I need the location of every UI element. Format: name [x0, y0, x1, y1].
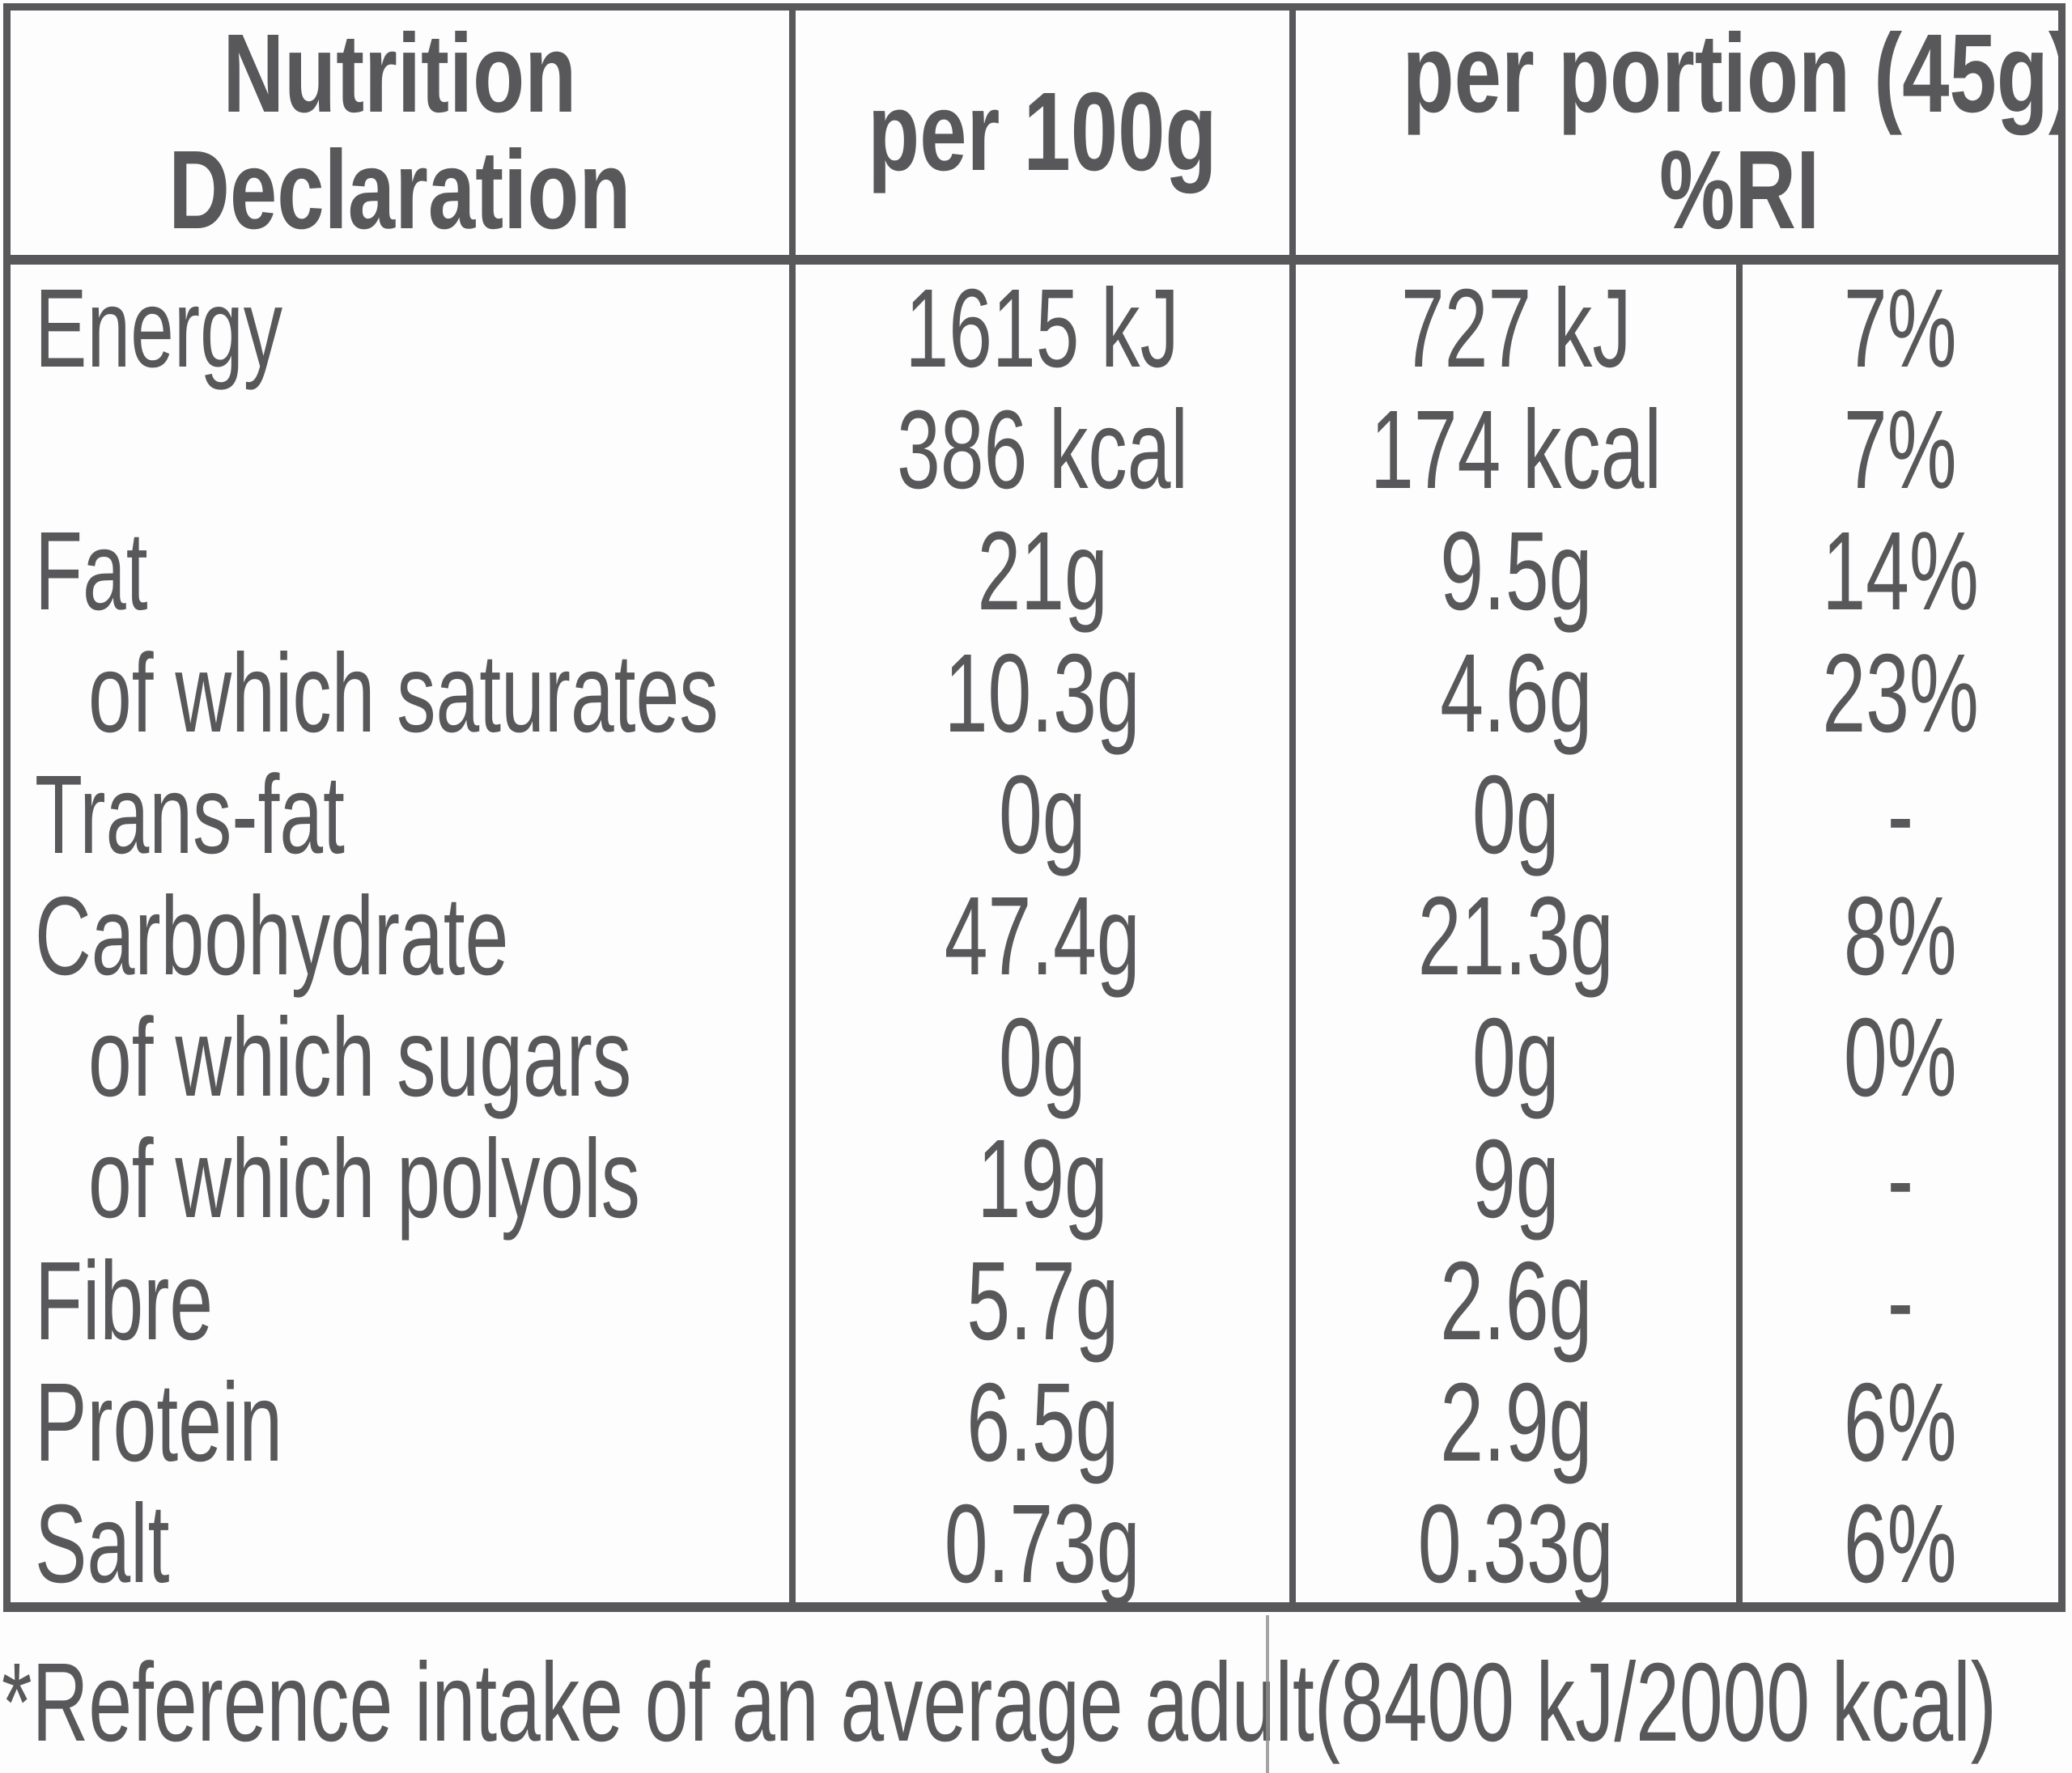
per-100g-value-cell: 386 kcal	[789, 386, 1289, 515]
per-100g-value-cell: 0.73g	[789, 1479, 1289, 1602]
header-per-portion-ri-text: per portion (45g) %RI	[1402, 11, 2066, 252]
nutrient-label-cell: Fat	[35, 509, 148, 634]
table-row: of which saturates 10.3g 4.6g 23%	[11, 629, 2058, 758]
per-100g-value-cell: 10.3g	[789, 629, 1289, 758]
nutrient-label-cell	[11, 386, 789, 515]
nutrient-label-cell: Carbohydrate	[35, 873, 509, 999]
header-per-portion-ri: per portion (45g) %RI	[1289, 11, 2066, 255]
ri-percent-cell: 0%	[1736, 994, 2058, 1123]
ri-percent-cell: 23%	[1736, 629, 2058, 758]
header-nutrition-declaration: Nutrition Declaration	[11, 11, 789, 255]
nutrient-label-cell: Energy	[35, 266, 283, 391]
per-portion-value-cell: 2.9g	[1289, 1358, 1736, 1487]
per-portion-value-cell: 21.3g	[1289, 872, 1736, 1001]
table-row: of which sugars 0g 0g 0%	[11, 994, 2058, 1123]
per-portion-value-cell: 4.6g	[1289, 629, 1736, 758]
nutrient-label-cell: of which polyols	[88, 1117, 640, 1242]
per-portion-value-cell: 2.6g	[1289, 1236, 1736, 1366]
table-row: Trans-fat 0g 0g -	[11, 750, 2058, 880]
per-100g-value-cell: 47.4g	[789, 872, 1289, 1001]
ri-percent-cell: 7%	[1736, 386, 2058, 515]
table-body: Energy 1615 kJ 727 kJ 7% 386 kcal 174 kc…	[11, 265, 2058, 1602]
per-portion-value-cell: 9g	[1289, 1115, 1736, 1245]
table-row: 386 kcal 174 kcal 7%	[11, 386, 2058, 515]
ri-percent-cell: 8%	[1736, 872, 2058, 1001]
per-100g-value-cell: 0g	[789, 750, 1289, 880]
table-row: Protein 6.5g 2.9g 6%	[11, 1358, 2058, 1487]
per-100g-value-cell: 0g	[789, 994, 1289, 1123]
nutrient-label-cell: Trans-fat	[35, 752, 345, 877]
nutrient-label-cell: of which sugars	[88, 995, 632, 1121]
reference-intake-footnote-text: *Reference intake of an average adult(84…	[2, 1640, 1997, 1765]
scan-crease-line	[1266, 1615, 1269, 1773]
header-nutrition-declaration-text: Nutrition Declaration	[168, 11, 631, 252]
ri-percent-cell: -	[1736, 1236, 2058, 1366]
per-portion-value-cell: 727 kJ	[1289, 265, 1736, 393]
table-row: Salt 0.73g 0.33g 6%	[11, 1479, 2058, 1602]
nutrient-label-cell: Fibre	[35, 1238, 214, 1364]
table-row: Carbohydrate 47.4g 21.3g 8%	[11, 872, 2058, 1001]
ri-percent-cell: 14%	[1736, 507, 2058, 637]
reference-intake-footnote: *Reference intake of an average adult(84…	[2, 1633, 2070, 1773]
nutrition-table: Nutrition Declaration per 100g per portio…	[3, 3, 2066, 1612]
table-row: of which polyols 19g 9g -	[11, 1115, 2058, 1245]
per-portion-value-cell: 0.33g	[1289, 1479, 1736, 1602]
header-per-100g-text: per 100g	[868, 70, 1217, 195]
per-100g-value-cell: 5.7g	[789, 1236, 1289, 1366]
ri-percent-cell: -	[1736, 1115, 2058, 1245]
nutrient-label-cell: of which saturates	[88, 630, 719, 756]
per-100g-value-cell: 6.5g	[789, 1358, 1289, 1487]
table-row: Energy 1615 kJ 727 kJ 7%	[11, 265, 2058, 393]
ri-percent-cell: -	[1736, 750, 2058, 880]
per-100g-value-cell: 21g	[789, 507, 1289, 637]
ri-percent-cell: 6%	[1736, 1358, 2058, 1487]
table-header: Nutrition Declaration per 100g per portio…	[11, 11, 2058, 265]
ri-percent-cell: 6%	[1736, 1479, 2058, 1602]
per-100g-value-cell: 19g	[789, 1115, 1289, 1245]
nutrient-label-cell: Salt	[35, 1481, 170, 1606]
per-portion-value-cell: 174 kcal	[1289, 386, 1736, 515]
per-100g-value-cell: 1615 kJ	[789, 265, 1289, 393]
ri-percent-cell: 7%	[1736, 265, 2058, 393]
per-portion-value-cell: 9.5g	[1289, 507, 1736, 637]
table-row: Fibre 5.7g 2.6g -	[11, 1236, 2058, 1366]
table-row: Fat 21g 9.5g 14%	[11, 507, 2058, 637]
per-portion-value-cell: 0g	[1289, 994, 1736, 1123]
nutrient-label-cell: Protein	[35, 1359, 283, 1485]
per-portion-value-cell: 0g	[1289, 750, 1736, 880]
header-per-100g: per 100g	[789, 11, 1289, 255]
